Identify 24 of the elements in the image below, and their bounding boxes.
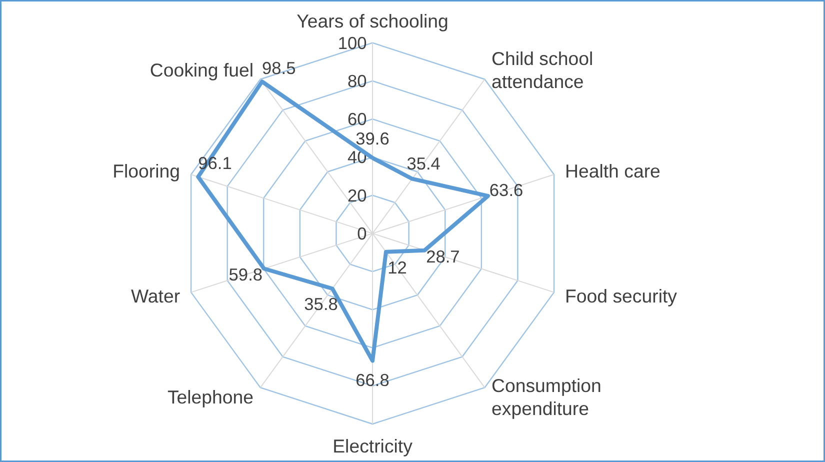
data-label: 35.8 bbox=[304, 294, 338, 314]
y-tick-label: 80 bbox=[347, 70, 367, 91]
data-label: 63.6 bbox=[489, 180, 524, 200]
spoke-label: Flooring bbox=[112, 160, 180, 182]
spoke-label: Electricity bbox=[332, 436, 414, 457]
y-tick-label: 0 bbox=[357, 223, 367, 244]
spoke-label: Telephone bbox=[167, 386, 254, 408]
spoke-label: Consumption expenditure bbox=[491, 374, 602, 419]
data-label: 35.4 bbox=[406, 153, 441, 174]
data-label: 28.7 bbox=[426, 246, 460, 266]
data-label: 39.6 bbox=[356, 128, 390, 149]
spoke-label: Years of schooling bbox=[296, 10, 448, 32]
spoke-label: Health care bbox=[565, 160, 660, 182]
spoke-label: Food security bbox=[565, 285, 678, 306]
data-label: 59.8 bbox=[228, 264, 263, 285]
spoke-label: Water bbox=[130, 285, 180, 306]
y-tick-label: 100 bbox=[338, 32, 367, 53]
spoke-label: Child school attendance bbox=[491, 48, 594, 92]
data-label: 98.5 bbox=[262, 58, 296, 78]
spoke-label: Cooking fuel bbox=[150, 59, 254, 80]
data-label: 12 bbox=[388, 258, 407, 278]
y-tick-label: 60 bbox=[347, 109, 367, 130]
data-label: 66.8 bbox=[356, 370, 390, 390]
y-tick-label: 20 bbox=[347, 185, 367, 206]
